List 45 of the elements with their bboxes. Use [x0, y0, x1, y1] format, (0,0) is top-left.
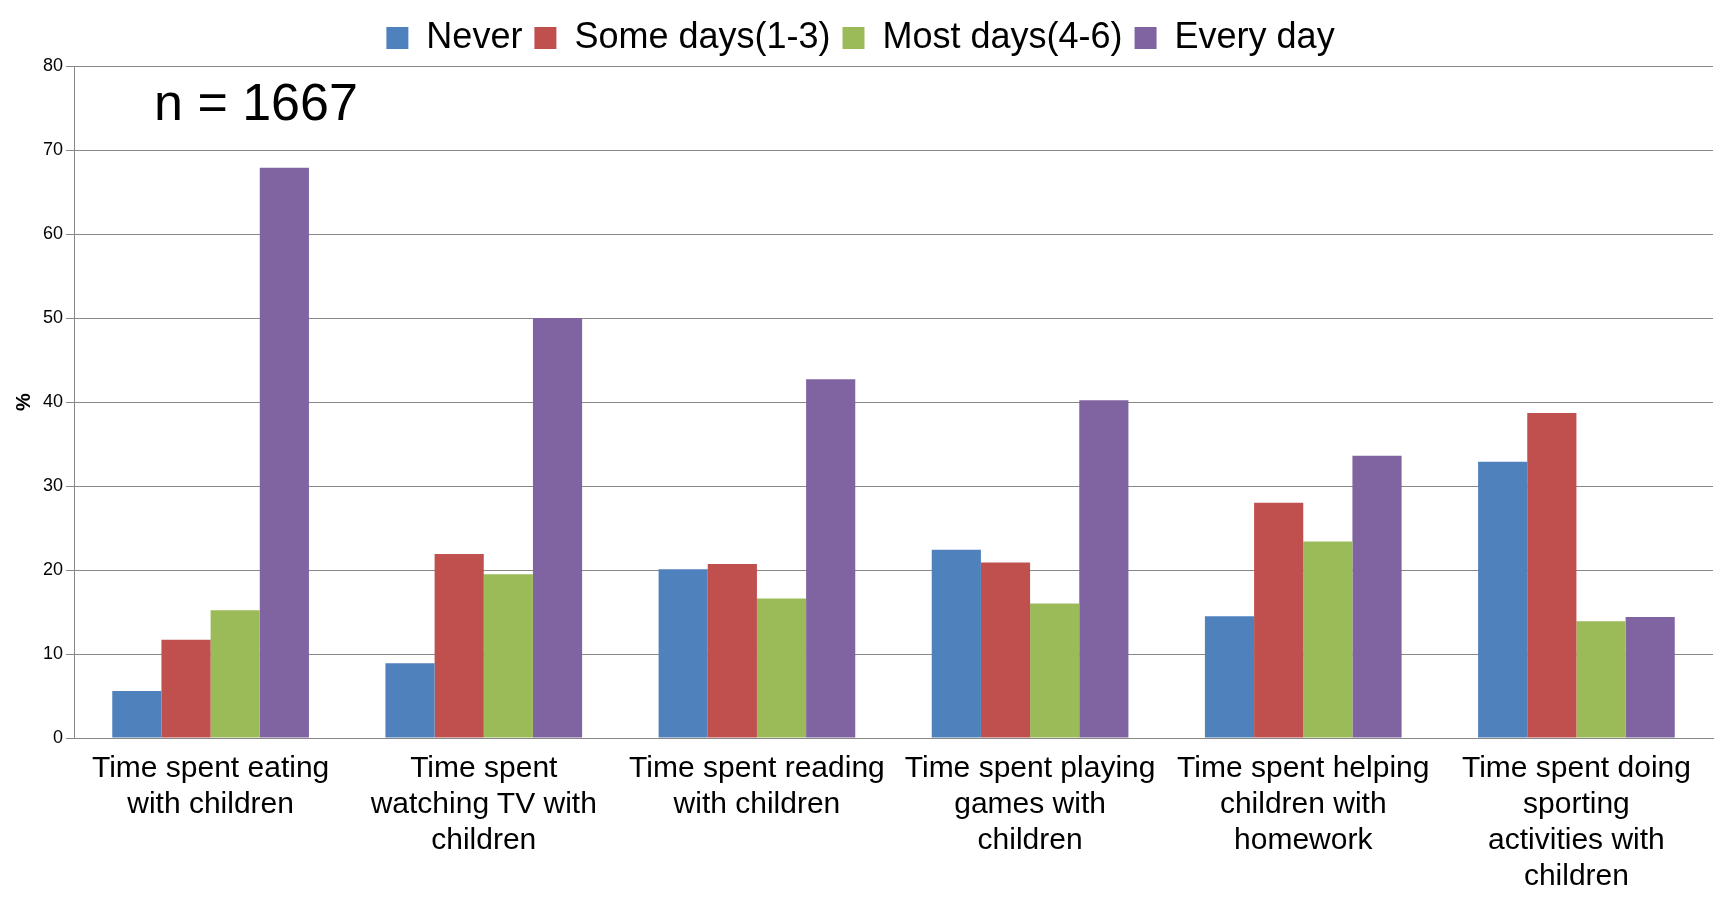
bar	[532, 318, 583, 738]
bar	[1478, 461, 1528, 738]
bar	[1204, 616, 1255, 738]
y-tick-label: 40	[42, 390, 64, 411]
y-tick-label: 60	[42, 222, 64, 243]
x-tick-label: Time spent doing sporting activities with children	[1461, 750, 1691, 892]
bar	[1625, 617, 1675, 738]
bar	[434, 554, 484, 738]
x-tick-label: Time spent eating with children	[91, 750, 330, 820]
y-tick-label: 30	[42, 474, 64, 495]
bar	[259, 167, 309, 738]
y-tick-label: 50	[42, 306, 64, 327]
y-tick-label: 10	[42, 642, 64, 663]
bar	[658, 569, 708, 738]
bar	[707, 564, 757, 738]
bar	[931, 549, 981, 738]
x-tick-label: Time spent playing games with children	[904, 750, 1156, 856]
bar	[756, 598, 807, 738]
bar	[112, 690, 162, 738]
bar	[1576, 621, 1626, 738]
y-tick-label: 20	[42, 558, 64, 579]
x-tick-label: Time spent reading with children	[629, 750, 885, 820]
bar	[1352, 455, 1402, 738]
y-tick-label: 80	[42, 54, 64, 75]
x-tick-label: Time spent watching TV with children	[369, 750, 597, 856]
y-tick-label: 70	[42, 138, 64, 159]
bar	[1254, 502, 1304, 738]
bar	[483, 574, 533, 738]
y-tick-label: 0	[53, 726, 64, 747]
bar	[980, 562, 1031, 738]
bar	[385, 663, 435, 738]
legend-label: Most days(4-6)	[882, 14, 1123, 56]
bar	[806, 379, 856, 738]
annotation: n = 1667	[154, 73, 358, 132]
y-axis-title: %	[11, 392, 34, 411]
legend-label: Every day	[1174, 14, 1335, 56]
bar	[161, 639, 211, 738]
bar	[1030, 603, 1080, 738]
legend-label: Some days(1-3)	[574, 14, 831, 56]
bar	[1303, 541, 1353, 738]
bar	[1079, 400, 1129, 738]
bar	[1527, 412, 1577, 738]
bar	[210, 610, 260, 738]
legend-label: Never	[426, 14, 523, 56]
x-tick-label: Time spent helping children with homework	[1177, 750, 1430, 856]
